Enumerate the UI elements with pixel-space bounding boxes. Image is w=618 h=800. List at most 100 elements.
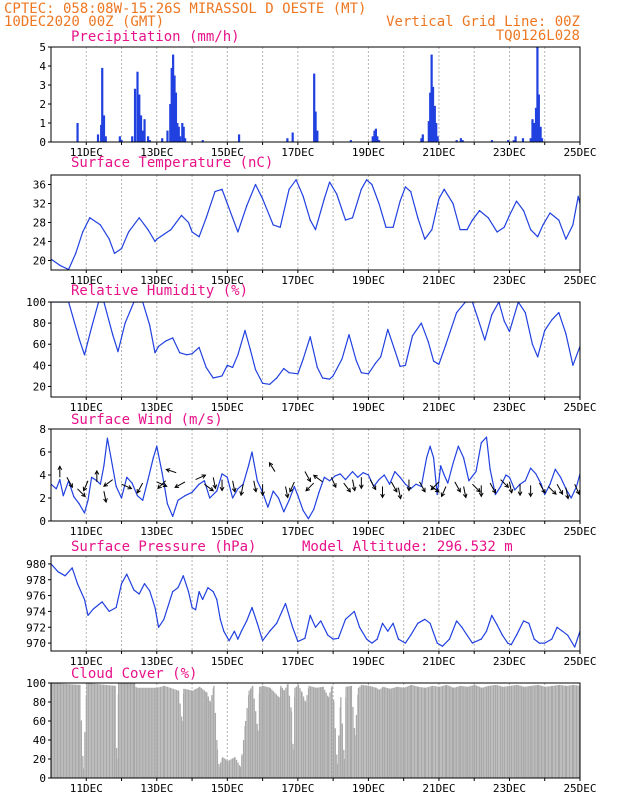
wind-point xyxy=(415,483,417,485)
wind-point xyxy=(485,436,488,438)
wind-point xyxy=(277,497,280,499)
cloud-bar xyxy=(95,683,97,778)
precip-bar xyxy=(170,67,173,142)
temperature-point xyxy=(108,238,110,240)
humidity-point xyxy=(411,335,414,337)
cloud-bar xyxy=(521,686,523,778)
cloud-bar xyxy=(503,686,506,778)
cloud-bar xyxy=(551,685,554,778)
cloud-x-tick-label: 17DEC xyxy=(281,782,314,795)
cloud-bar xyxy=(409,685,411,778)
humidity-point xyxy=(191,353,193,355)
temperature-point xyxy=(399,200,401,202)
cloud-bar xyxy=(529,685,531,778)
pressure-point xyxy=(138,593,140,595)
wind-point xyxy=(323,476,325,478)
precip-bar xyxy=(490,140,494,142)
precip-bar xyxy=(237,134,241,142)
wind-point xyxy=(535,473,537,475)
cloud-bar xyxy=(577,685,579,778)
temperature-x-tick-label: 17DEC xyxy=(281,274,314,287)
precip-bar xyxy=(313,73,316,142)
wind-point xyxy=(468,480,470,482)
cloud-bar xyxy=(535,685,537,778)
wind-point xyxy=(152,457,154,459)
humidity-point xyxy=(212,377,214,379)
humidity-point xyxy=(565,333,567,335)
pressure-y-tick-label: 978 xyxy=(26,574,46,587)
precip-bar xyxy=(181,123,184,142)
cloud-bar xyxy=(477,686,479,778)
temperature-point xyxy=(198,236,200,238)
cloud-bar xyxy=(554,685,557,778)
cloud-bar xyxy=(315,687,317,778)
precip-bar xyxy=(76,123,79,142)
humidity-x-tick-label: 15DEC xyxy=(211,401,244,414)
cloud-bar xyxy=(283,690,286,778)
cloud-bar xyxy=(327,697,330,778)
pressure-point xyxy=(485,630,488,632)
cloud-bar xyxy=(457,686,459,778)
pressure-point xyxy=(115,606,117,609)
wind-x-tick-label: 13DEC xyxy=(140,525,173,538)
precip-bar xyxy=(537,94,540,142)
pressure-point xyxy=(76,583,79,585)
precip-frame xyxy=(50,46,581,143)
pressure-title: Surface Pressure (hPa) xyxy=(71,539,256,555)
cloud-bar xyxy=(138,687,140,778)
precip-bar xyxy=(421,134,424,142)
cloud-bar xyxy=(89,683,91,778)
cloud-bar xyxy=(275,694,277,778)
cloud-bar xyxy=(125,683,127,778)
humidity-x-tick-label: 21DEC xyxy=(422,401,455,414)
humidity-point xyxy=(154,352,156,354)
wind-arrow xyxy=(547,486,557,495)
pressure-point xyxy=(237,638,239,640)
wind-arrow xyxy=(260,484,265,497)
cloud-bar xyxy=(137,687,139,778)
wind-point xyxy=(463,457,465,459)
wind-y-tick-label: 2 xyxy=(39,492,46,505)
cloud-bar xyxy=(560,685,562,778)
cloud-bar xyxy=(367,685,369,778)
precip-bar xyxy=(131,136,134,142)
wind-point xyxy=(177,499,179,501)
pressure-point xyxy=(376,638,378,640)
temperature-y-tick-label: 28 xyxy=(33,217,46,230)
wind-x-tick-label: 21DEC xyxy=(422,525,455,538)
cloud-bar xyxy=(333,702,335,778)
cloud-bar xyxy=(206,692,208,778)
cloud-bar xyxy=(301,692,303,778)
cloud-bar xyxy=(96,684,99,778)
cloud-bar xyxy=(63,683,65,778)
wind-point xyxy=(357,476,359,478)
cloud-bar xyxy=(309,686,312,778)
cloud-bar xyxy=(57,683,59,778)
temperature-point xyxy=(366,179,368,181)
precip-bar xyxy=(133,88,137,142)
wind-point xyxy=(429,445,431,447)
cloud-bar xyxy=(553,685,555,778)
humidity-point xyxy=(572,364,574,366)
wind-arrow xyxy=(94,469,100,482)
wind-arrow xyxy=(462,486,468,499)
humidity-point xyxy=(226,364,228,366)
temperature-point xyxy=(530,229,532,231)
cloud-bar xyxy=(443,685,445,778)
pressure-point xyxy=(304,637,306,639)
precip-bar xyxy=(182,126,185,142)
wind-point xyxy=(378,479,380,481)
cloud-bar xyxy=(373,687,375,778)
precip-series xyxy=(76,47,544,142)
humidity-point xyxy=(283,367,285,370)
cloud-bar xyxy=(172,688,175,778)
cloud-bar xyxy=(515,685,517,778)
cloud-bar xyxy=(235,759,238,778)
cloud-bar xyxy=(528,686,530,778)
cloud-bar xyxy=(336,763,338,778)
cloud-bar xyxy=(302,696,305,778)
cloud-bar xyxy=(239,766,241,778)
cloud-x-tick-label: 15DEC xyxy=(211,782,244,795)
precip-bar xyxy=(314,111,317,142)
cloud-bar xyxy=(578,685,580,778)
